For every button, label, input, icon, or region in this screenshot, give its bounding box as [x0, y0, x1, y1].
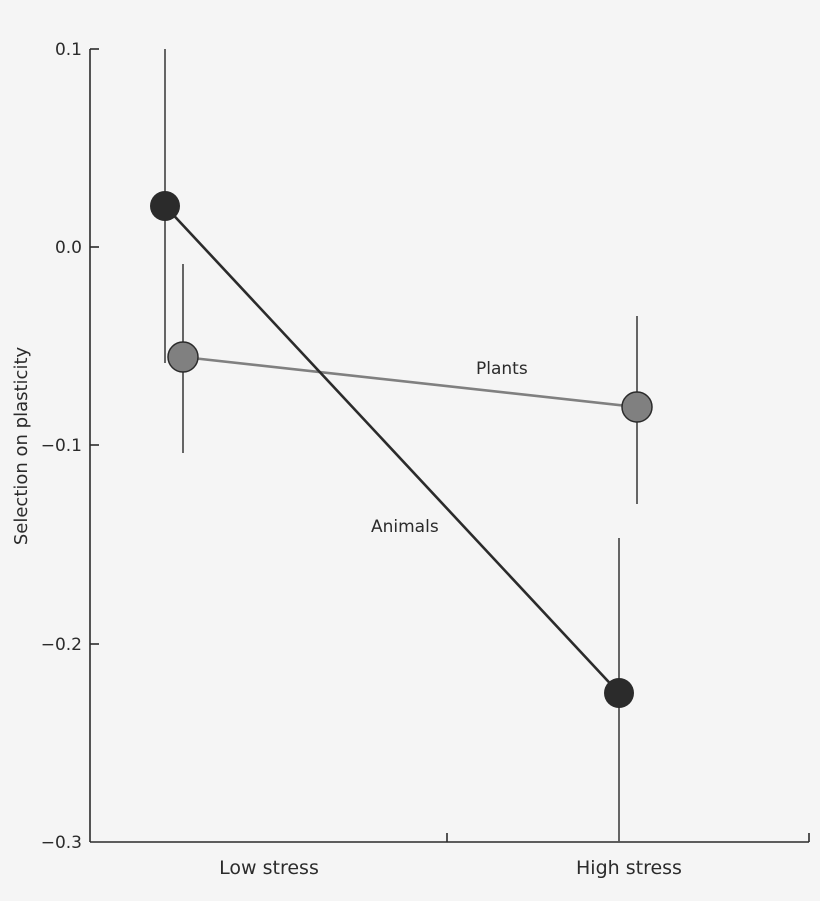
animals-point-low-stress	[150, 191, 180, 221]
animals-series-line	[164, 205, 620, 694]
animals-series-label: Animals	[371, 517, 439, 537]
y-axis	[89, 48, 99, 842]
y-tick-label: 0.0	[55, 238, 82, 258]
y-axis-title: Selection on plasticity	[11, 347, 32, 546]
plants-series-line	[182, 355, 638, 409]
plants-point-high-stress	[621, 391, 653, 423]
animals-point-high-stress	[604, 678, 634, 708]
y-tick-label: −0.1	[41, 436, 82, 456]
x-category-label-high-stress: High stress	[576, 857, 682, 879]
error-bars-animals	[164, 49, 620, 842]
y-tick-label: −0.3	[41, 833, 82, 853]
y-tick-label: −0.2	[41, 635, 82, 655]
x-axis	[90, 833, 810, 843]
x-category-label-low-stress: Low stress	[219, 857, 319, 879]
plants-series-label: Plants	[476, 359, 528, 379]
y-tick-label: 0.1	[55, 40, 82, 60]
plants-point-low-stress	[167, 341, 199, 373]
